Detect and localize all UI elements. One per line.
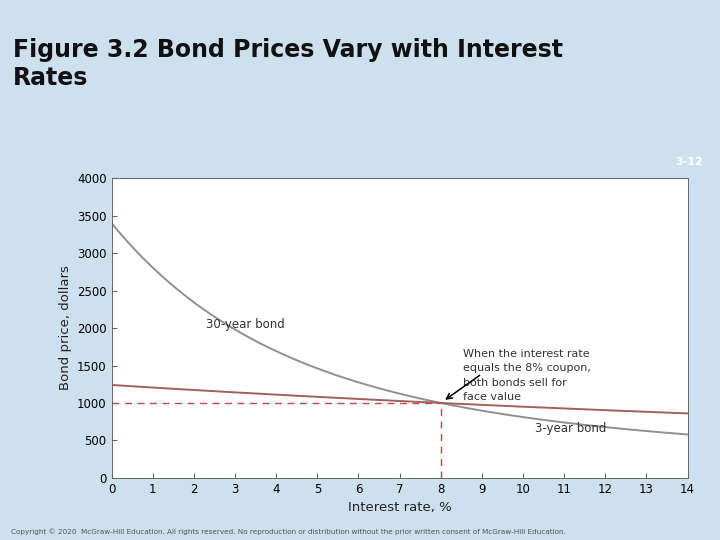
Y-axis label: Bond price, dollars: Bond price, dollars (58, 266, 71, 390)
Text: 3-12: 3-12 (675, 157, 703, 167)
Text: Figure 3.2 Bond Prices Vary with Interest
Rates: Figure 3.2 Bond Prices Vary with Interes… (13, 38, 563, 90)
Text: When the interest rate
equals the 8% coupon,
both bonds sell for
face value: When the interest rate equals the 8% cou… (464, 349, 591, 402)
Text: 30-year bond: 30-year bond (206, 318, 285, 331)
Text: 3-year bond: 3-year bond (536, 422, 607, 435)
Text: Copyright © 2020  McGraw-Hill Education. All rights reserved. No reproduction or: Copyright © 2020 McGraw-Hill Education. … (11, 528, 565, 535)
X-axis label: Interest rate, %: Interest rate, % (348, 501, 451, 514)
